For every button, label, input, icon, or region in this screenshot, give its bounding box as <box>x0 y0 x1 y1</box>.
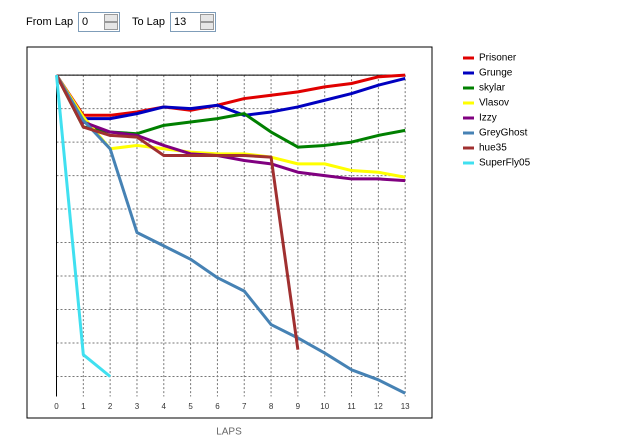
spin-up[interactable] <box>200 14 214 22</box>
spin-down[interactable] <box>200 22 214 30</box>
x-tick-label: 13 <box>401 402 410 411</box>
series-line <box>55 74 406 183</box>
legend-label: Grunge <box>479 68 513 79</box>
legend-label: Izzy <box>479 113 497 124</box>
x-tick-label: 4 <box>162 402 167 411</box>
series-line <box>55 74 300 350</box>
legend-label: Vlasov <box>479 98 509 109</box>
legend-label: hue35 <box>479 143 507 154</box>
x-tick-label: 6 <box>215 402 220 411</box>
x-tick-label: 8 <box>269 402 274 411</box>
x-tick-label: 2 <box>108 402 113 411</box>
x-tick-label: 10 <box>320 402 329 411</box>
series-line <box>55 74 112 378</box>
x-tick-label: 7 <box>242 402 247 411</box>
x-tick-label: 0 <box>54 402 59 411</box>
to-spinner[interactable]: 13 <box>170 12 216 32</box>
legend-label: GreyGhost <box>479 128 528 139</box>
from-spinner[interactable]: 0 <box>78 12 120 32</box>
legend-label: Prisoner <box>479 53 517 64</box>
series-line <box>55 73 406 117</box>
from-value: 0 <box>82 16 89 28</box>
spin-up[interactable] <box>104 14 118 22</box>
x-tick-label: 9 <box>296 402 301 411</box>
x-tick-label: 12 <box>374 402 383 411</box>
legend-label: SuperFly05 <box>479 158 531 169</box>
x-tick-label: 3 <box>135 402 140 411</box>
x-tick-label: 1 <box>81 402 86 411</box>
from-label: From Lap <box>26 16 74 28</box>
x-axis-label: LAPS <box>216 427 242 438</box>
legend-label: skylar <box>479 83 506 94</box>
spin-down[interactable] <box>104 22 118 30</box>
to-label: To Lap <box>132 16 166 28</box>
x-tick-label: 11 <box>347 402 356 411</box>
series-line <box>55 74 406 395</box>
to-value: 13 <box>174 16 187 28</box>
series-line <box>55 74 406 179</box>
x-tick-label: 5 <box>188 402 193 411</box>
series-line <box>55 74 406 121</box>
